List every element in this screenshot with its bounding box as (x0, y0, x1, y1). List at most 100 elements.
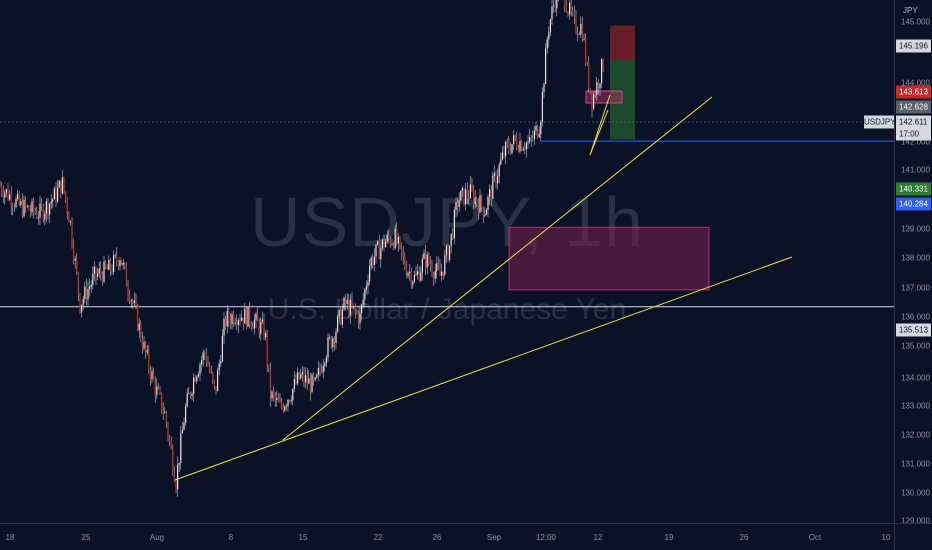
candle-body (93, 266, 95, 275)
candle-body (234, 322, 236, 324)
candle-body (373, 256, 375, 265)
candle-body (489, 189, 491, 197)
candle-body (25, 199, 27, 207)
candle-body (332, 338, 334, 348)
candle-body (383, 239, 385, 247)
price-tick-label: 137.000 (901, 283, 930, 293)
candle-body (106, 267, 108, 270)
candle-body (540, 122, 542, 135)
level-low-tag: 135.513 (896, 323, 931, 337)
candle-body (60, 180, 62, 194)
chart-canvas[interactable] (0, 0, 894, 523)
candle-body (119, 260, 121, 266)
candle-body (509, 149, 511, 154)
candle-body (316, 374, 318, 378)
candle-body (353, 306, 355, 308)
candle-body (546, 39, 548, 49)
candle-body (442, 271, 444, 275)
price-tick-label: 142.000 (901, 137, 930, 147)
time-tick-label: 25 (81, 533, 91, 542)
candle-body (581, 23, 583, 40)
candle-body (314, 377, 316, 381)
time-axis[interactable]: 18 25 Aug 8 15 22 26 Sep 12:00 12 19 26 Oct 10 (0, 523, 894, 550)
candle-body (196, 376, 198, 382)
candle-body (388, 234, 390, 239)
time-tick-label: 10 (881, 533, 891, 542)
candle-body (269, 369, 271, 399)
candle-body (485, 209, 487, 216)
candle-body (572, 11, 574, 13)
candle-body (597, 82, 599, 89)
candle-body (37, 217, 39, 219)
candle-body (90, 284, 92, 287)
candle-body (169, 436, 171, 441)
candle-body (381, 239, 383, 248)
candle-body (413, 275, 415, 282)
candle-body (175, 481, 177, 490)
candle-body (391, 243, 393, 245)
candle-body (580, 23, 582, 35)
candle-body (95, 266, 97, 277)
axis-corner[interactable] (894, 523, 932, 550)
candle-body (516, 138, 518, 148)
candle-body (114, 254, 116, 256)
candle-body (68, 212, 70, 223)
candle-body (327, 337, 329, 358)
candle-body (588, 63, 590, 89)
price-tick-label: 134.000 (901, 373, 930, 383)
candle-body (249, 306, 251, 324)
candle-body (159, 388, 161, 393)
candle-body (361, 304, 363, 314)
candle-body (487, 196, 489, 210)
candle-body (351, 299, 353, 307)
candle-body (113, 255, 115, 272)
candle-body (141, 339, 143, 349)
candle-body (66, 199, 68, 213)
price-tick-label: 133.000 (901, 401, 930, 411)
time-tick-label: 8 (228, 533, 234, 542)
candle-body (58, 180, 60, 188)
candle-body (21, 201, 23, 217)
candle-body (47, 201, 49, 215)
candle-body (369, 266, 371, 282)
candle-body (284, 406, 286, 411)
candle-body (508, 143, 510, 150)
current-price-tag: 142.611 (896, 115, 931, 129)
candle-body (151, 371, 153, 379)
steep-trendline (282, 96, 713, 441)
candle-body (257, 313, 259, 322)
candle-body (329, 337, 331, 338)
candle-body (317, 367, 319, 375)
candle-body (535, 126, 537, 131)
candle-body (556, 0, 558, 9)
candle-body (39, 203, 41, 218)
candle-body (135, 300, 137, 306)
candle-body (309, 378, 311, 393)
candle-body (569, 2, 571, 15)
candle-body (357, 313, 359, 324)
candle-body (237, 320, 239, 325)
candle-body (321, 370, 323, 373)
candle-body (444, 255, 446, 275)
stop-loss-box (610, 25, 635, 60)
candle-body (20, 201, 22, 205)
candle-body (521, 141, 523, 151)
candle-body (297, 372, 299, 384)
candle-body (490, 189, 492, 199)
candle-body (594, 93, 596, 95)
candle-body (412, 281, 414, 285)
candle-body (185, 406, 187, 423)
plot-area[interactable]: USDJPY, 1h U.S. Dollar / Japanese Yen (0, 0, 894, 523)
candle-body (370, 257, 372, 267)
candle-body (274, 394, 276, 400)
price-axis[interactable]: JPY 145.000 144.000 142.000 141.000 139.000 1… (894, 0, 932, 526)
price-tick-label: 135.000 (901, 341, 930, 351)
candle-body (365, 286, 367, 290)
candle-body (65, 191, 67, 200)
candle-body (380, 247, 382, 260)
candle-body (401, 242, 403, 253)
candle-body (418, 271, 420, 281)
price-tick-label: 131.000 (901, 459, 930, 469)
candle-body (346, 300, 348, 305)
